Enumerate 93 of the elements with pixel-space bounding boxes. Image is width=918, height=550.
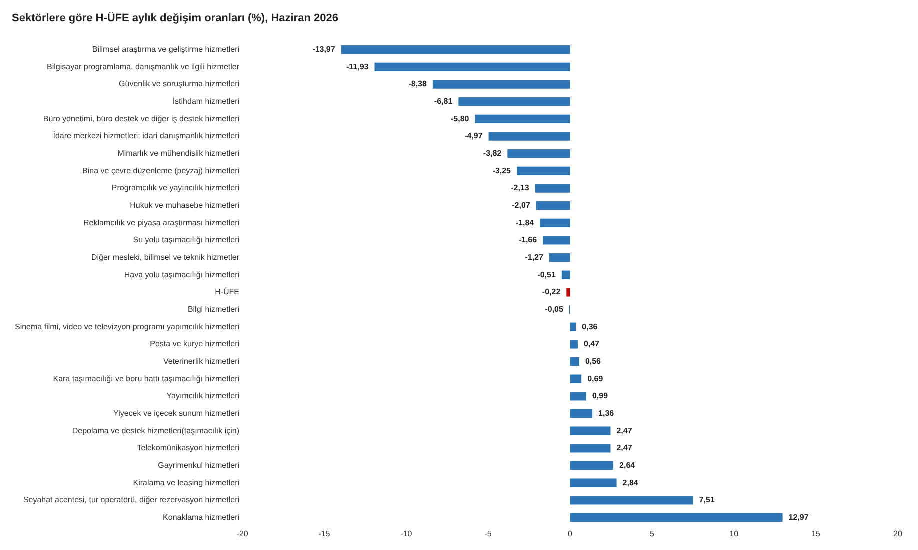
y-tick-label: Su yolu taşımacılığı hizmetleri xyxy=(133,236,240,245)
data-label: -2,07 xyxy=(512,201,531,210)
x-tick-label: 0 xyxy=(568,529,574,538)
data-label: -0,22 xyxy=(542,288,562,297)
y-tick-label: Programcılık ve yayıncılık hizmetleri xyxy=(112,184,240,193)
x-tick-label: 15 xyxy=(812,529,822,538)
bar xyxy=(536,201,570,210)
data-label: -1,27 xyxy=(525,253,544,262)
bar xyxy=(570,478,617,488)
y-tick-label: Mimarlık ve mühendislik hizmetleri xyxy=(118,149,240,158)
y-tick-label: Seyahat acentesi, tur operatörü, diğer rezervasyon hizmetleri xyxy=(23,496,240,505)
bar xyxy=(566,288,570,297)
y-tick-label: Kiralama ve leasing hizmetleri xyxy=(133,478,240,488)
bar xyxy=(562,270,570,280)
data-label: -6,81 xyxy=(434,97,454,106)
bar xyxy=(549,253,570,262)
data-label: 2,84 xyxy=(622,478,639,488)
data-label: 2,47 xyxy=(616,426,633,436)
data-label: -3,82 xyxy=(483,149,502,158)
y-tick-label: Sinema filmi, video ve televizyon programı yapımcılık hizmetleri xyxy=(14,322,240,332)
data-label: -1,84 xyxy=(516,218,535,228)
x-tick-label: -15 xyxy=(318,529,331,538)
y-tick-label: Diğer mesleki, bilimsel ve teknik hizmetler xyxy=(91,253,240,262)
data-label: 2,64 xyxy=(620,460,636,470)
data-label: 12,97 xyxy=(788,512,810,522)
bar xyxy=(570,461,614,470)
bar xyxy=(543,236,570,245)
bar xyxy=(570,426,611,436)
bar xyxy=(475,114,570,124)
y-tick-label: İstihdam hizmetleri xyxy=(172,97,240,106)
y-tick-label: Depolama ve destek hizmetleri(taşımacılık için) xyxy=(72,426,240,436)
chart-title: Sektörlere göre H-ÜFE aylık değişim oranları (%), Haziran 2026 xyxy=(12,12,338,25)
bar xyxy=(570,392,586,401)
y-tick-label: Bilimsel araştırma ve geliştirme hizmetleri xyxy=(92,45,240,54)
y-tick-label: Büro yönetimi, büro destek ve diğer iş destek hizmetleri xyxy=(43,114,240,124)
bar xyxy=(432,80,570,89)
y-tick-label: Yayımcılık hizmetleri xyxy=(166,392,240,401)
bar xyxy=(508,150,570,158)
data-label: -2,13 xyxy=(511,184,530,193)
bar xyxy=(488,132,570,141)
y-tick-label: İdare merkezi hizmetleri; idari danışmanlık hizmetleri xyxy=(53,132,240,141)
data-label: -3,25 xyxy=(492,166,512,176)
data-label: -0,51 xyxy=(538,270,556,280)
bar xyxy=(517,166,570,176)
y-tick-label: Bina ve çevre düzenleme (peyzaj) hizmetleri xyxy=(82,166,240,176)
data-label: 1,36 xyxy=(598,408,615,418)
data-label: -1,66 xyxy=(518,236,538,245)
y-tick-label: Reklamcılık ve piyasa araştırması hizmetleri xyxy=(83,218,240,228)
y-tick-label: Yiyecek ve içecek sunum hizmetleri xyxy=(114,408,240,418)
x-tick-label: -20 xyxy=(236,529,249,538)
y-tick-label: Veterinerlik hizmetleri xyxy=(163,356,240,366)
bar xyxy=(570,444,611,453)
bar xyxy=(458,98,570,106)
bar xyxy=(570,340,578,349)
bar xyxy=(341,46,570,54)
bar xyxy=(570,496,694,505)
x-tick-label: 5 xyxy=(650,529,655,538)
data-label: -5,80 xyxy=(450,114,470,124)
data-label: 0,99 xyxy=(592,392,609,401)
data-label: -0,05 xyxy=(545,304,564,314)
data-label: 2,47 xyxy=(616,444,633,453)
data-label: 0,47 xyxy=(584,340,600,349)
bar xyxy=(570,374,582,384)
bar xyxy=(570,322,576,332)
y-tick-label: Bilgisayar programlama, danışmanlık ve ilgili hizmetler xyxy=(47,62,240,72)
bar xyxy=(540,218,570,228)
data-label: 0,69 xyxy=(588,374,604,384)
data-label: 0,56 xyxy=(585,356,602,366)
bar xyxy=(570,357,580,366)
data-label: 7,51 xyxy=(699,496,716,505)
x-tick-label: 20 xyxy=(894,529,903,538)
y-tick-label: Güvenlik ve soruşturma hizmetleri xyxy=(119,80,240,89)
y-tick-label: Posta ve kurye hizmetleri xyxy=(150,340,240,349)
bar xyxy=(535,184,570,193)
y-tick-label: Gayrimenkul hizmetleri xyxy=(158,460,240,470)
x-tick-label: -5 xyxy=(484,529,492,538)
y-tick-label: Hukuk ve muhasebe hizmetleri xyxy=(130,201,240,210)
x-tick-label: -10 xyxy=(400,529,413,538)
data-label: -11,93 xyxy=(346,62,370,72)
y-tick-label: Hava yolu taşımacılığı hizmetleri xyxy=(124,270,240,280)
y-tick-label: Kara taşımacılığı ve boru hattı taşımacılığı hizmetleri xyxy=(53,374,240,384)
data-label: -8,38 xyxy=(408,80,428,89)
x-tick-label: 10 xyxy=(730,529,740,538)
bar xyxy=(374,62,570,72)
bar xyxy=(570,409,593,418)
bar xyxy=(570,513,783,522)
y-tick-label: Telekomünikasyon hizmetleri xyxy=(137,444,240,453)
data-label: -13,97 xyxy=(312,45,336,54)
data-label: -4,97 xyxy=(464,132,484,141)
data-label: 0,36 xyxy=(582,322,598,332)
y-tick-label: H-ÜFE xyxy=(215,288,240,297)
y-tick-label: Bilgi hizmetleri xyxy=(188,304,240,314)
y-tick-label: Konaklama hizmetleri xyxy=(163,512,240,522)
